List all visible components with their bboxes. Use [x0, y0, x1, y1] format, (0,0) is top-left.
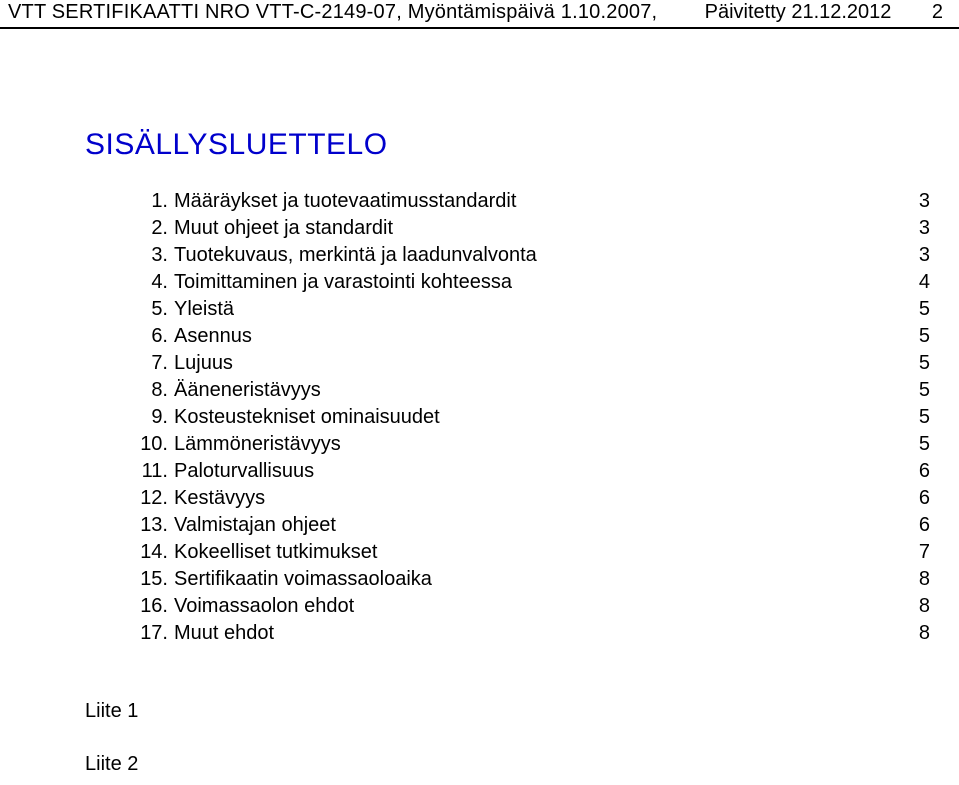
toc-item-number: 8.	[130, 379, 170, 402]
toc-item-label: Muut ehdot	[170, 622, 900, 645]
toc-item-label: Muut ohjeet ja standardit	[170, 217, 900, 240]
toc-title: SISÄLLYSLUETTELO	[85, 128, 388, 162]
toc-row: 9. Kosteustekniset ominaisuudet 5	[130, 406, 930, 433]
toc-row: 11. Paloturvallisuus 6	[130, 460, 930, 487]
toc-item-label: Kestävyys	[170, 487, 900, 510]
toc-item-page: 7	[900, 541, 930, 564]
toc-row: 1. Määräykset ja tuotevaatimusstandardit…	[130, 190, 930, 217]
document-page: VTT SERTIFIKAATTI NRO VTT-C-2149-07, Myö…	[0, 0, 959, 785]
appendix-block: Liite 1 Liite 2	[85, 700, 138, 776]
toc-row: 4. Toimittaminen ja varastointi kohteess…	[130, 271, 930, 298]
toc-item-number: 6.	[130, 325, 170, 348]
toc-item-page: 8	[900, 622, 930, 645]
header-page-number: 2	[932, 1, 943, 23]
toc-row: 15. Sertifikaatin voimassaoloaika 8	[130, 568, 930, 595]
toc-item-number: 11.	[130, 460, 170, 483]
toc-item-label: Kokeelliset tutkimukset	[170, 541, 900, 564]
toc-item-number: 10.	[130, 433, 170, 456]
toc-item-number: 3.	[130, 244, 170, 267]
toc-item-number: 9.	[130, 406, 170, 429]
toc-item-number: 15.	[130, 568, 170, 591]
toc-item-number: 7.	[130, 352, 170, 375]
toc-item-label: Yleistä	[170, 298, 900, 321]
toc-row: 8. Ääneneristävyys 5	[130, 379, 930, 406]
toc-row: 7. Lujuus 5	[130, 352, 930, 379]
toc-item-label: Kosteustekniset ominaisuudet	[170, 406, 900, 429]
toc-row: 10. Lämmöneristävyys 5	[130, 433, 930, 460]
toc-row: 16. Voimassaolon ehdot 8	[130, 595, 930, 622]
toc-item-page: 6	[900, 514, 930, 537]
toc-item-page: 6	[900, 487, 930, 510]
header-right-group: Päivitetty 21.12.2012 2	[705, 1, 943, 24]
toc-item-page: 6	[900, 460, 930, 483]
toc-item-number: 16.	[130, 595, 170, 618]
appendix-1-label: Liite 1	[85, 700, 138, 723]
toc-item-label: Voimassaolon ehdot	[170, 595, 900, 618]
toc-item-page: 8	[900, 568, 930, 591]
toc-item-number: 14.	[130, 541, 170, 564]
toc-item-page: 4	[900, 271, 930, 294]
appendix-2-label: Liite 2	[85, 753, 138, 776]
toc-item-page: 3	[900, 190, 930, 213]
toc-item-page: 5	[900, 433, 930, 456]
toc-item-number: 12.	[130, 487, 170, 510]
toc-item-number: 4.	[130, 271, 170, 294]
toc-item-number: 1.	[130, 190, 170, 213]
toc-item-label: Paloturvallisuus	[170, 460, 900, 483]
toc-list: 1. Määräykset ja tuotevaatimusstandardit…	[130, 190, 930, 649]
toc-item-page: 5	[900, 325, 930, 348]
toc-item-page: 3	[900, 244, 930, 267]
toc-item-number: 5.	[130, 298, 170, 321]
toc-item-page: 5	[900, 379, 930, 402]
toc-row: 5. Yleistä 5	[130, 298, 930, 325]
toc-row: 13. Valmistajan ohjeet 6	[130, 514, 930, 541]
document-header: VTT SERTIFIKAATTI NRO VTT-C-2149-07, Myö…	[0, 0, 959, 29]
toc-item-number: 2.	[130, 217, 170, 240]
header-updated-text: Päivitetty 21.12.2012	[705, 1, 892, 23]
toc-row: 12. Kestävyys 6	[130, 487, 930, 514]
header-left-text: VTT SERTIFIKAATTI NRO VTT-C-2149-07, Myö…	[8, 1, 657, 24]
toc-item-label: Lujuus	[170, 352, 900, 375]
toc-item-number: 17.	[130, 622, 170, 645]
toc-row: 6. Asennus 5	[130, 325, 930, 352]
toc-item-label: Toimittaminen ja varastointi kohteessa	[170, 271, 900, 294]
toc-item-label: Asennus	[170, 325, 900, 348]
toc-row: 14. Kokeelliset tutkimukset 7	[130, 541, 930, 568]
toc-item-label: Ääneneristävyys	[170, 379, 900, 402]
toc-item-label: Valmistajan ohjeet	[170, 514, 900, 537]
toc-row: 2. Muut ohjeet ja standardit 3	[130, 217, 930, 244]
toc-item-label: Sertifikaatin voimassaoloaika	[170, 568, 900, 591]
toc-item-page: 5	[900, 406, 930, 429]
toc-row: 17. Muut ehdot 8	[130, 622, 930, 649]
toc-item-label: Lämmöneristävyys	[170, 433, 900, 456]
toc-item-label: Tuotekuvaus, merkintä ja laadunvalvonta	[170, 244, 900, 267]
toc-item-page: 8	[900, 595, 930, 618]
toc-item-label: Määräykset ja tuotevaatimusstandardit	[170, 190, 900, 213]
toc-item-page: 5	[900, 298, 930, 321]
toc-item-number: 13.	[130, 514, 170, 537]
toc-item-page: 5	[900, 352, 930, 375]
toc-item-page: 3	[900, 217, 930, 240]
toc-row: 3. Tuotekuvaus, merkintä ja laadunvalvon…	[130, 244, 930, 271]
